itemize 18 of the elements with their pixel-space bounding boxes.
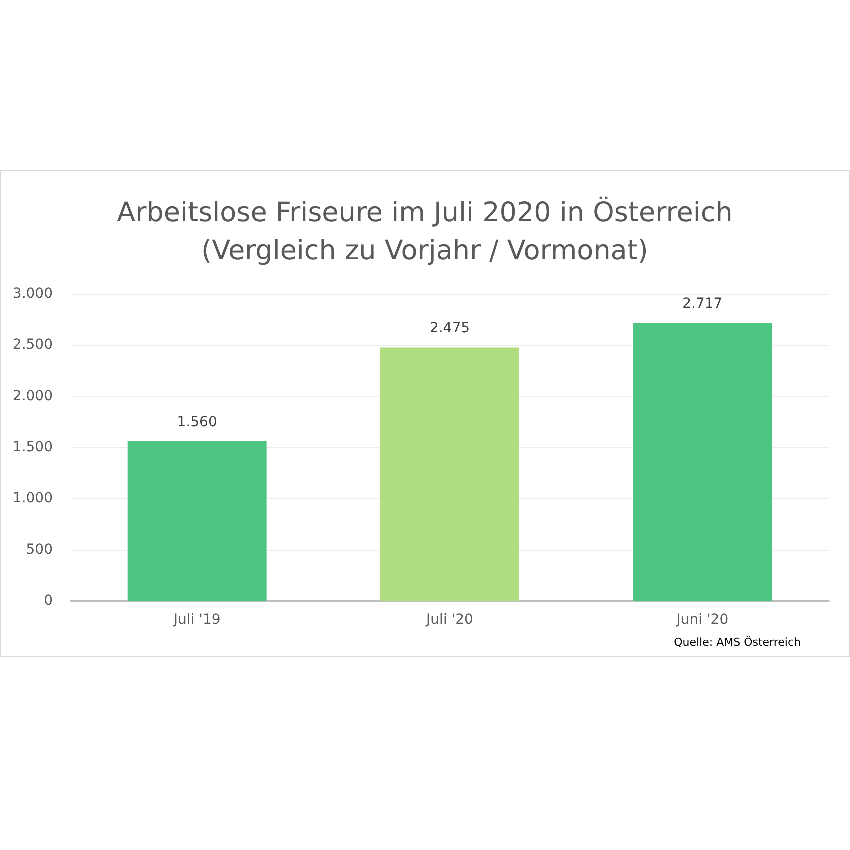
x-tick-label: Juli '19: [172, 612, 221, 628]
data-label: 2.475: [430, 320, 470, 337]
y-tick-label: 500: [26, 542, 53, 558]
x-tick-label: Juni '20: [676, 612, 729, 628]
y-tick-label: 2.500: [12, 337, 53, 354]
chart-title: Arbeitslose Friseure im Juli 2020 in Österreich (Vergleich zu Vorjahr / Vormonat): [117, 196, 733, 266]
data-label: 1.560: [177, 414, 218, 430]
y-tick-label: 2.000: [12, 388, 53, 404]
y-tick-label: 0: [44, 593, 53, 609]
bar: [633, 322, 772, 601]
y-tick-label: 1.500: [12, 440, 53, 456]
data-label: 2.717: [682, 296, 723, 312]
x-tick-label: Juli '20: [426, 612, 474, 628]
bar: [128, 441, 267, 601]
source-note: Quelle: AMS Österreich: [674, 635, 802, 649]
bar: [380, 348, 520, 601]
y-tick-label: 1.000: [12, 490, 53, 507]
y-tick-label: 3.000: [12, 286, 53, 302]
